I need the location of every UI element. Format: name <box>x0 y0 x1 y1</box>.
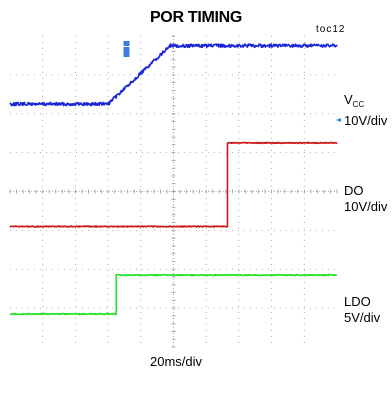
trace-vcc <box>9 43 338 107</box>
vcc-scale: 10V/div <box>344 113 388 128</box>
do-channel-label: DO 10V/div <box>344 183 387 215</box>
trace-do <box>9 141 338 228</box>
vcc-ground-marker-icon <box>336 118 341 122</box>
chart-id-label: toc12 <box>316 24 346 35</box>
ldo-scale: 5V/div <box>344 310 381 325</box>
ldo-channel-label: LDO 5V/div <box>344 294 380 326</box>
traces <box>9 43 338 316</box>
vcc-label-sub: CC <box>352 100 365 109</box>
grid <box>9 35 338 348</box>
markers <box>123 41 341 122</box>
trigger-marker-icon <box>123 41 130 57</box>
vcc-channel-label: VCC 10V/div <box>344 92 387 129</box>
vcc-label-main: V <box>344 92 353 107</box>
ldo-label-main: LDO <box>344 294 371 309</box>
chart-title: POR TIMING <box>149 9 243 26</box>
timebase-label: 20ms/div <box>149 354 203 369</box>
trace-ldo <box>9 273 338 316</box>
do-scale: 10V/div <box>344 199 388 214</box>
do-label-main: DO <box>344 183 364 198</box>
